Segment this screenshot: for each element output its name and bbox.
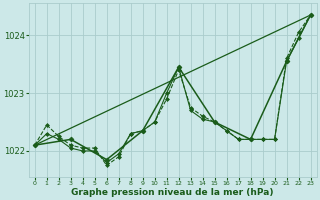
X-axis label: Graphe pression niveau de la mer (hPa): Graphe pression niveau de la mer (hPa)	[71, 188, 274, 197]
